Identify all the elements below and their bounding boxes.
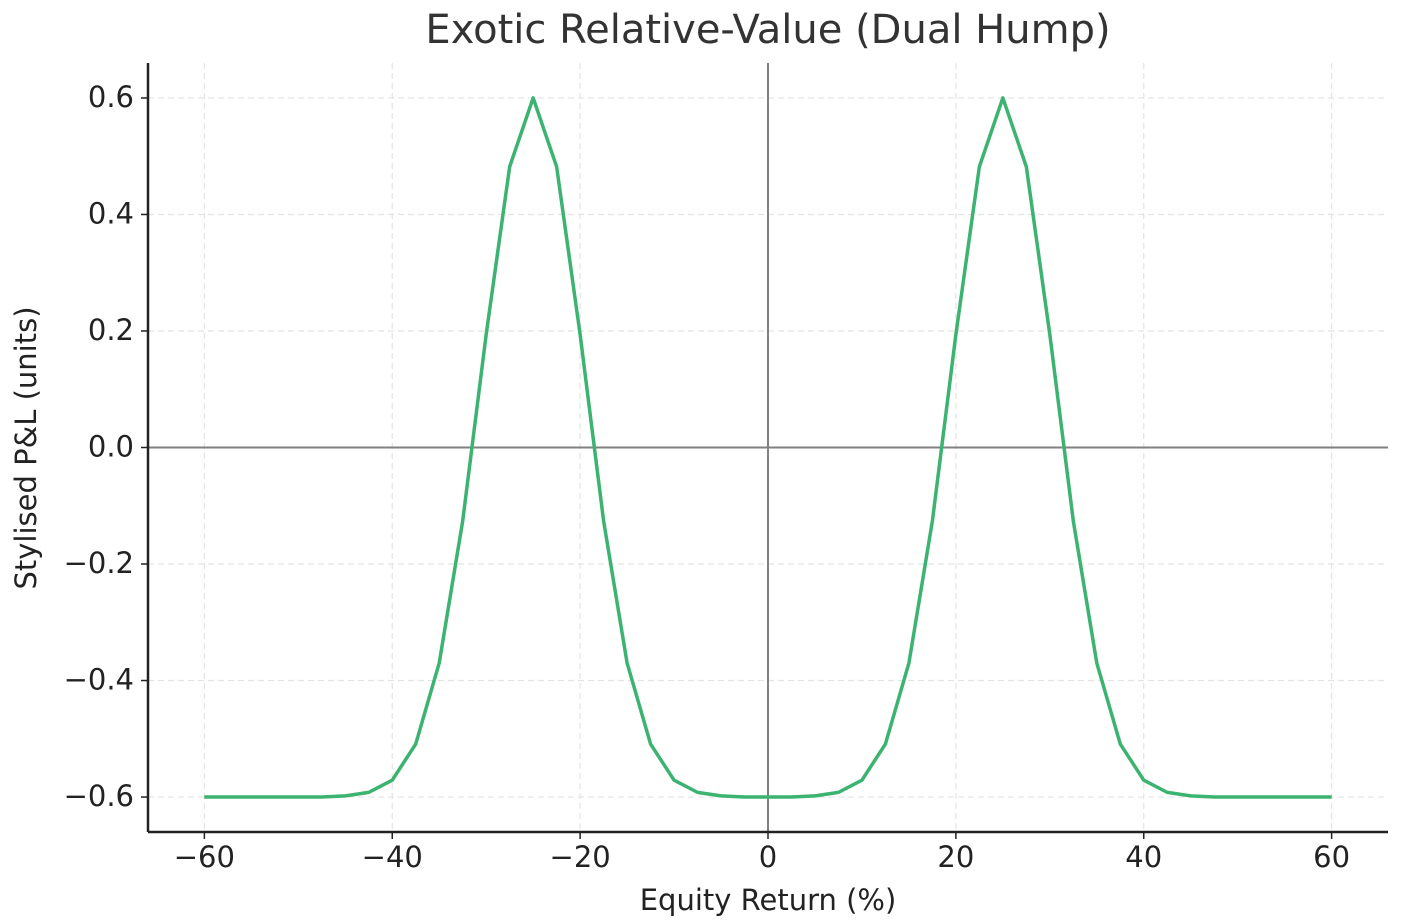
y-tick-label: 0.4 — [88, 196, 134, 230]
x-tick-label: −60 — [174, 840, 235, 874]
line-series — [204, 96, 1332, 799]
x-tick-label: −20 — [550, 840, 611, 874]
x-tick-label: 60 — [1313, 840, 1350, 874]
x-tick-label: 20 — [937, 840, 974, 874]
y-axis-label: Stylised P&L (units) — [9, 306, 43, 589]
x-tick-label: 0 — [759, 840, 777, 874]
y-tick-label: −0.6 — [64, 779, 134, 813]
y-tick-label: −0.4 — [64, 663, 134, 697]
x-tick-label: 40 — [1125, 840, 1162, 874]
y-tick-label: 0.0 — [88, 430, 134, 464]
x-tick-label: −40 — [362, 840, 423, 874]
y-tick-label: 0.6 — [88, 80, 134, 114]
y-tick-label: 0.2 — [88, 313, 134, 347]
x-axis-label: Equity Return (%) — [640, 883, 897, 917]
y-tick-label: −0.2 — [64, 546, 134, 580]
chart-title: Exotic Relative-Value (Dual Hump) — [425, 7, 1110, 53]
